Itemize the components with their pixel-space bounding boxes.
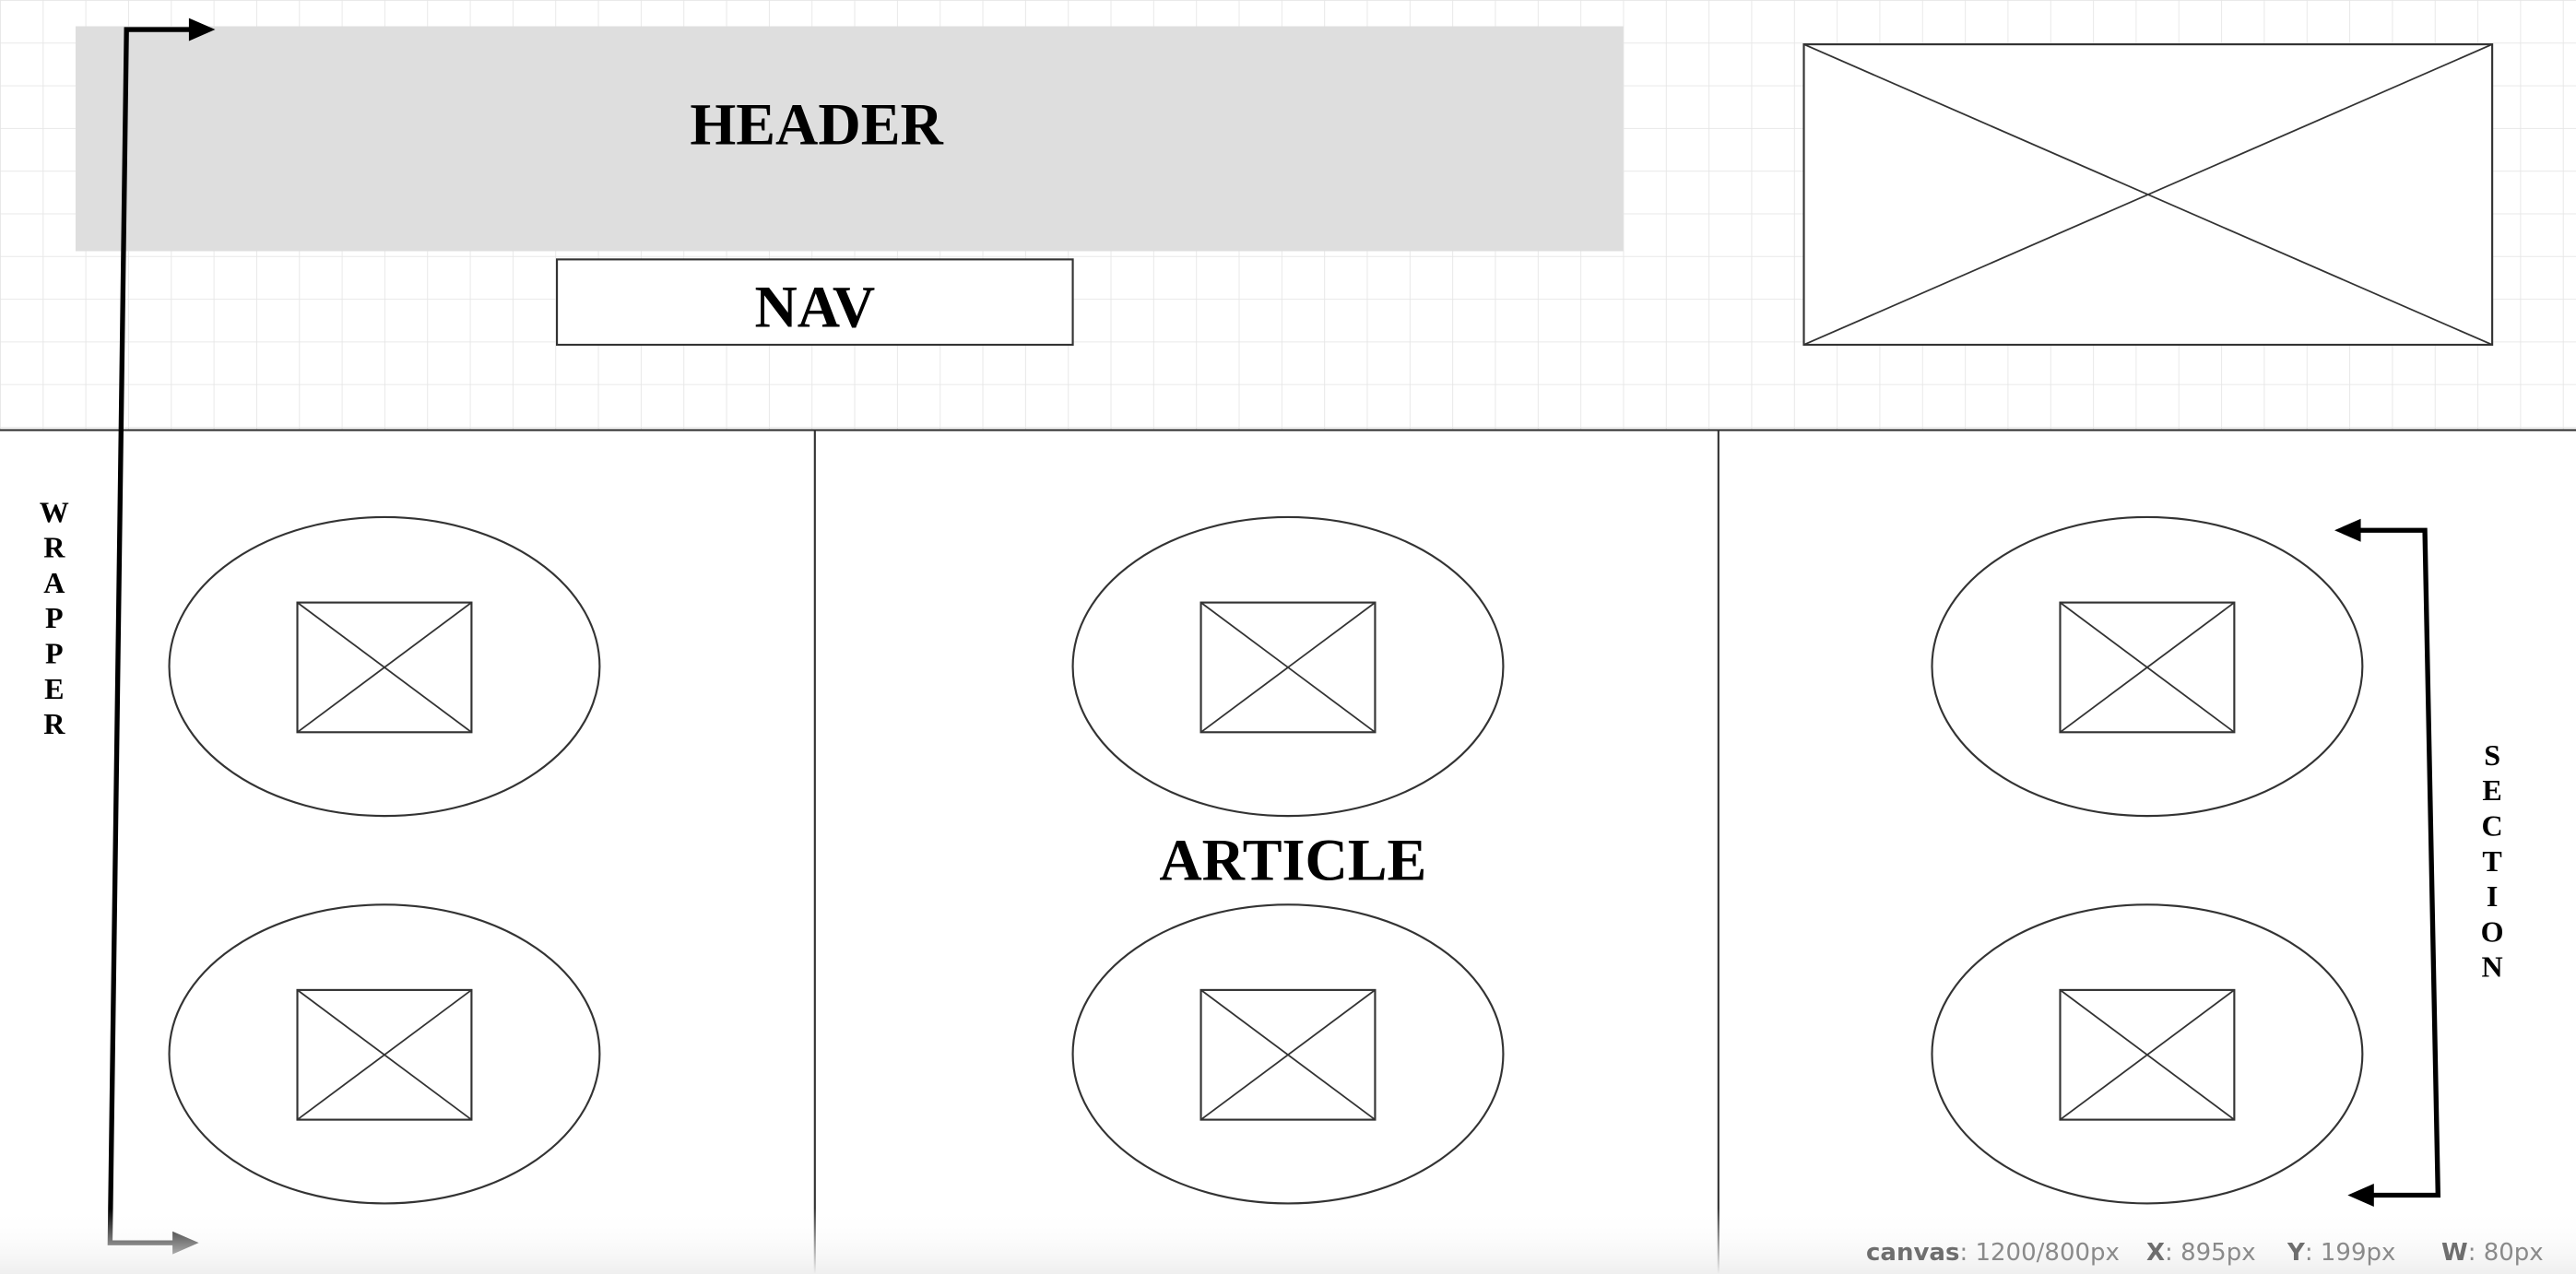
nav-block[interactable] [555,258,1074,347]
card-column2-bottom[interactable] [1071,903,1505,1205]
status-bar: canvas: 1200/800px X: 895px Y: 199px W: … [0,1235,2576,1274]
image-placeholder-icon [296,601,473,734]
y-coordinate-readout: Y: 199px [2287,1239,2396,1267]
logo-image-placeholder-icon[interactable] [1802,43,2494,347]
width-readout: W: 80px [2441,1239,2544,1267]
card-column3-bottom[interactable] [1931,903,2364,1205]
image-placeholder-icon [1199,988,1377,1121]
header-label: HEADER [690,92,943,158]
card-column3-top[interactable] [1931,515,2364,818]
article-label: ARTICLE [1159,828,1426,893]
nav-label: NAV [754,274,875,339]
header-block[interactable] [75,26,1624,252]
image-placeholder-icon [2059,988,2236,1121]
card-column1-bottom[interactable] [168,903,601,1205]
image-placeholder-icon [2059,601,2236,734]
x-coordinate-readout: X: 895px [2146,1239,2256,1267]
image-placeholder-icon [296,988,473,1121]
image-placeholder-icon [1199,601,1377,734]
canvas-size-readout: canvas: 1200/800px [1866,1239,2120,1267]
card-column1-top[interactable] [168,515,601,818]
section-bracket-arrow-icon[interactable] [2334,518,2441,1207]
card-column2-top[interactable] [1071,515,1505,818]
bottom-fade [0,1208,2576,1274]
